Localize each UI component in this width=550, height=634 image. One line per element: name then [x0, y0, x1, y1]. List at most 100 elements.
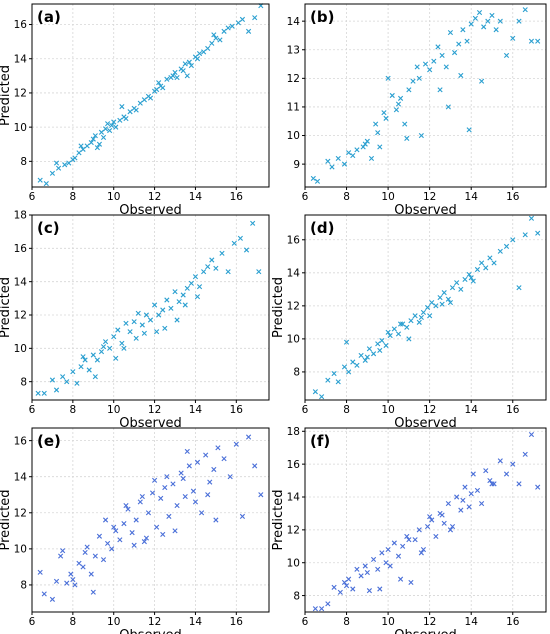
- data-point: [194, 56, 201, 62]
- data-point: [239, 513, 246, 519]
- y-tick-label: 12: [287, 301, 300, 313]
- y-tick-label: 8: [20, 376, 27, 388]
- x-tick-label: 10: [107, 191, 120, 203]
- data-point: [493, 27, 499, 33]
- data-point: [53, 578, 60, 584]
- data-point: [441, 520, 447, 526]
- data-point: [37, 177, 43, 183]
- data-point: [354, 362, 360, 368]
- y-tick-label: 14: [287, 16, 301, 28]
- data-point: [319, 606, 325, 612]
- data-point: [516, 285, 522, 291]
- x-tick-label: 8: [70, 616, 77, 628]
- data-point: [341, 579, 348, 586]
- data-point: [418, 550, 424, 556]
- data-point: [80, 146, 86, 152]
- data-point: [416, 319, 422, 325]
- data-point: [225, 269, 231, 275]
- data-point: [335, 155, 341, 161]
- data-point: [370, 351, 377, 357]
- y-tick-label: 11: [287, 102, 300, 114]
- data-point: [194, 294, 201, 300]
- data-point: [358, 573, 364, 579]
- data-point: [366, 346, 372, 352]
- data-point: [479, 500, 485, 507]
- data-point: [420, 309, 427, 316]
- data-point: [364, 569, 370, 576]
- data-point: [335, 379, 341, 385]
- y-tick-label: 18: [287, 426, 300, 438]
- data-point: [151, 302, 158, 308]
- data-point: [119, 104, 125, 110]
- data-point: [188, 280, 194, 286]
- data-point: [92, 374, 98, 380]
- data-point: [483, 265, 489, 271]
- data-point: [76, 560, 82, 566]
- data-point: [94, 357, 100, 363]
- panel-3: 6 8 10 12 14 16 8 10 12 14 16 18 Observed Predicted (c…: [0, 210, 270, 431]
- data-point: [441, 290, 447, 296]
- data-point: [198, 510, 205, 516]
- axes-frame: [31, 427, 270, 613]
- data-point: [418, 132, 424, 139]
- data-point: [343, 339, 350, 345]
- data-point: [439, 52, 445, 59]
- data-point: [41, 390, 47, 396]
- x-tick-label: 12: [423, 191, 436, 203]
- data-point: [131, 542, 137, 548]
- data-point: [404, 324, 410, 330]
- data-point: [90, 589, 96, 595]
- data-point: [147, 317, 154, 323]
- data-point: [383, 560, 389, 566]
- data-point: [481, 24, 487, 30]
- data-point: [503, 471, 510, 477]
- data-point: [447, 299, 454, 306]
- data-point: [139, 493, 145, 500]
- data-point: [458, 72, 464, 79]
- data-point: [53, 387, 60, 393]
- data-point: [192, 274, 199, 280]
- data-point: [385, 75, 391, 81]
- x-tick-label: 16: [230, 616, 244, 628]
- panel-6: 6 8 10 12 14 16 8 10 12 14 16 18 Observed Predicted (f…: [271, 426, 547, 634]
- y-tick-label: 16: [287, 459, 301, 471]
- x-tick-label: 12: [423, 404, 436, 416]
- data-point: [109, 122, 115, 129]
- data-point: [510, 461, 516, 467]
- data-point: [100, 344, 107, 350]
- data-point: [190, 488, 196, 494]
- data-point: [522, 451, 528, 457]
- data-point: [62, 162, 68, 168]
- y-tick-label: 14: [14, 276, 28, 288]
- data-point: [182, 61, 188, 67]
- data-point: [429, 299, 435, 306]
- data-point: [427, 514, 433, 520]
- data-point: [416, 75, 422, 81]
- panel-label: (b): [310, 8, 334, 26]
- data-point: [256, 269, 262, 275]
- data-point: [74, 380, 80, 386]
- data-point: [113, 528, 119, 534]
- data-point: [479, 260, 485, 266]
- data-point: [158, 495, 164, 501]
- panel-label: (e): [37, 432, 61, 450]
- data-point: [68, 571, 74, 577]
- x-tick-label: 8: [70, 191, 77, 203]
- data-point: [331, 584, 337, 590]
- data-point: [341, 161, 348, 167]
- y-tick-label: 16: [14, 19, 28, 31]
- data-point: [133, 335, 139, 341]
- data-point: [113, 124, 119, 130]
- axes-frame: [31, 214, 270, 401]
- data-point: [397, 95, 404, 101]
- data-point: [237, 235, 243, 241]
- data-point: [329, 164, 335, 170]
- data-point: [366, 588, 372, 594]
- data-point: [66, 160, 72, 166]
- data-point: [377, 144, 383, 150]
- data-point: [64, 580, 70, 586]
- data-point: [53, 160, 60, 166]
- data-point: [439, 301, 445, 307]
- data-point: [180, 292, 186, 298]
- data-point: [431, 58, 437, 64]
